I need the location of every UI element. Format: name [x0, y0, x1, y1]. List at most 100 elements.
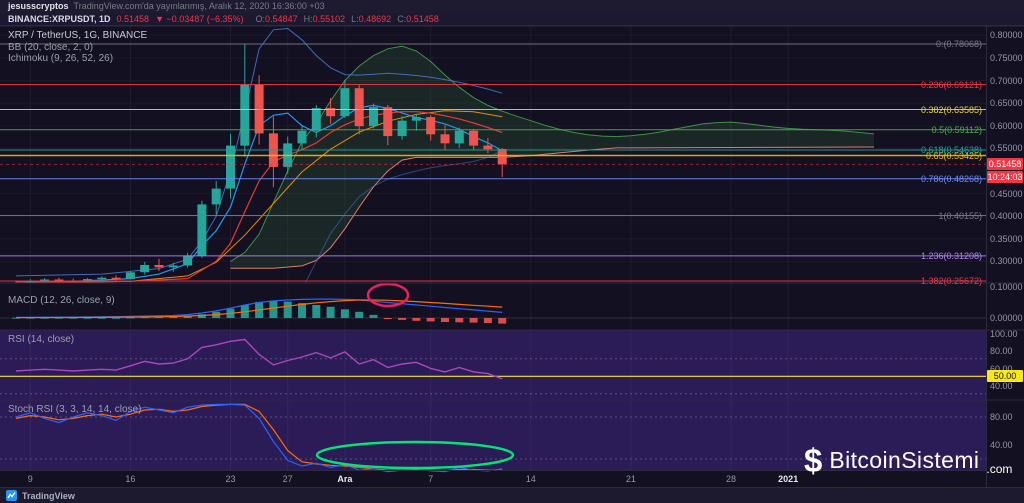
- tradingview-logo-icon[interactable]: [6, 490, 17, 501]
- fib-level-label: 1.382(0.25672): [920, 276, 982, 286]
- macd-histogram-bar: [340, 309, 349, 318]
- author-name[interactable]: jesusscryptos: [8, 1, 69, 11]
- price-axis-label: 0.30000: [990, 256, 1023, 267]
- candle-body: [369, 107, 378, 127]
- fib-level-label: 0.5(0.59112): [931, 124, 982, 135]
- macd-histogram-bar: [369, 314, 378, 318]
- symbol-label[interactable]: BINANCE:XRPUSDT, 1D: [8, 14, 111, 24]
- macd-histogram-bar: [283, 301, 292, 318]
- macd-cross-ellipse: [366, 282, 410, 308]
- macd-histogram-bar: [469, 318, 478, 323]
- candle-body: [83, 279, 92, 282]
- fib-level-label: 0.786(0.48268): [920, 173, 982, 184]
- time-axis-label: 9: [27, 474, 33, 484]
- time-axis-label: 2021: [778, 474, 799, 484]
- legend-ichimoku: Ichimoku (9, 26, 52, 26): [8, 53, 114, 64]
- time-axis-label: 7: [428, 474, 434, 484]
- tradingview-brand[interactable]: TradingView: [22, 490, 75, 501]
- fib-level-label: 0.65(0.53425): [925, 150, 982, 161]
- candle-body: [168, 265, 178, 268]
- symbol-bar: BINANCE:XRPUSDT, 1D 0.51458 ▼ −0.03487 (−6…: [0, 13, 1024, 26]
- macd-histogram-bar: [398, 318, 407, 320]
- time-axis-label: 23: [225, 474, 236, 484]
- candle-body: [397, 120, 407, 137]
- macd-histogram-bar: [269, 300, 278, 318]
- candle-body: [411, 117, 421, 121]
- bb-basis-line: [15, 110, 503, 283]
- candle-body: [97, 277, 107, 280]
- candle-body: [426, 117, 436, 135]
- price-scale[interactable]: [986, 26, 1024, 487]
- macd-histogram-bar: [169, 316, 178, 318]
- macd-histogram-bar: [326, 306, 335, 318]
- candle-body: [326, 108, 336, 117]
- time-axis-label: Ara: [337, 474, 353, 484]
- candle-body: [125, 272, 135, 280]
- ohlc-key: O:: [255, 14, 266, 24]
- candle-body: [111, 277, 121, 280]
- candle-body: [226, 145, 235, 189]
- price-axis-label: 0.55000: [990, 143, 1023, 154]
- fib-level-label: 0:(0.78068): [935, 39, 982, 49]
- bar-countdown-badge: 10:24:03: [987, 171, 1023, 183]
- bitcoinsistemi-logo-icon: $: [804, 442, 823, 479]
- legend-symbol: XRP / TetherUS, 1G, BINANCE: [8, 30, 148, 41]
- rsi-axis-label: 60.00: [990, 363, 1013, 374]
- macd-axis-label: 0.10000: [990, 282, 1023, 292]
- candle-body: [311, 108, 321, 131]
- price-axis-label: 0.45000: [990, 188, 1023, 199]
- watermark-name: BitcoinSistemi: [829, 447, 980, 473]
- last-price-text: 0.51458: [116, 14, 150, 24]
- candle-body: [240, 84, 250, 146]
- attribution-bar: jesusscryptos TradingView.com'da yayınlan…: [0, 0, 1024, 13]
- rsi-pane-bg: [0, 330, 986, 400]
- macd-histogram-bar: [355, 311, 364, 318]
- macd-histogram-bar: [455, 318, 464, 323]
- legend-bb: BB (20, close, 2, 0): [8, 42, 94, 53]
- legend-stoch-rsi: Stoch RSI (3, 3, 14, 14, close): [8, 404, 142, 415]
- macd-histogram-bar: [441, 318, 449, 322]
- last-price-badge: 0.51458: [987, 158, 1023, 170]
- ohlc-key: H:: [303, 14, 313, 24]
- price-axis-label: 0.65000: [990, 98, 1023, 109]
- candle-body: [497, 149, 507, 165]
- stoch-axis-label: 40.00: [990, 440, 1013, 450]
- macd-histogram-bar: [97, 317, 106, 319]
- candle-body: [340, 88, 350, 117]
- price-axis-label: 0.40000: [990, 211, 1023, 222]
- candle-body: [354, 88, 364, 127]
- time-scale[interactable]: [0, 470, 986, 488]
- time-axis-label: 14: [525, 474, 536, 484]
- legend-rsi: RSI (14, close): [8, 334, 75, 345]
- macd-histogram-bar: [12, 317, 20, 319]
- price-axis-label: 0.80000: [990, 30, 1023, 41]
- macd-histogram-bar: [197, 314, 206, 318]
- macd-histogram-bar: [112, 317, 121, 319]
- candle-body: [154, 265, 164, 268]
- macd-histogram-bar: [69, 317, 78, 319]
- watermark-tld: .com: [986, 462, 1013, 476]
- macd-signal-line: [15, 299, 503, 319]
- candle-body: [54, 279, 64, 281]
- fib-level-label: 1.236(0.31208): [920, 250, 982, 261]
- candle-body: [211, 188, 221, 205]
- candle-body: [297, 130, 307, 144]
- ohlc-key: C:: [397, 14, 407, 24]
- candle-body: [383, 107, 393, 137]
- price-axis-label: 0.75000: [990, 52, 1023, 63]
- candle-body: [483, 145, 493, 150]
- macd-histogram-bar: [183, 315, 192, 318]
- macd-line: [15, 298, 503, 318]
- rsi-line: [15, 338, 503, 380]
- rsi-axis-label: 100.00: [990, 328, 1018, 339]
- ohlc-value: 0.51458: [406, 14, 439, 24]
- ohlc-key: L:: [351, 14, 359, 24]
- footer-bar: TradingView: [0, 487, 1024, 503]
- macd-histogram-bar: [383, 318, 392, 319]
- ohlc-value: 0.48692: [358, 14, 392, 24]
- published-text: TradingView.com'da yayınlanmış, Aralık 1…: [73, 1, 325, 11]
- ohlc-value: 0.55102: [312, 14, 346, 24]
